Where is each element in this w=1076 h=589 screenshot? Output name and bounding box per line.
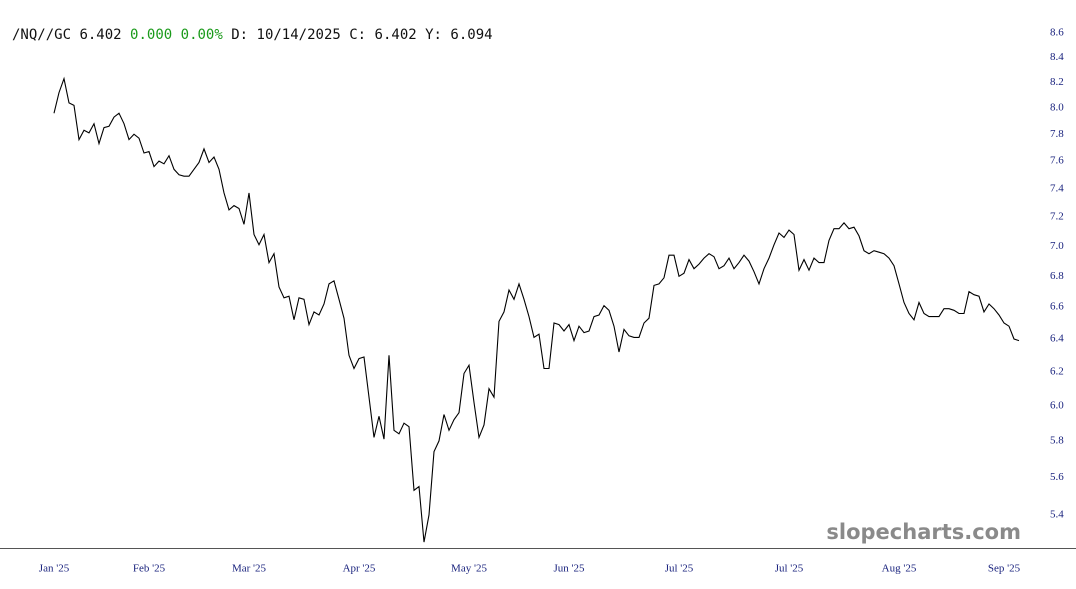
last-price: 6.402 [79,27,121,43]
y-tick-label: 6.4 [1050,333,1064,345]
symbol: /NQ//GC [12,27,71,43]
x-tick-label: May '25 [451,563,487,575]
change-pct: 0.00% [181,27,224,43]
y-tick-label: 5.8 [1050,434,1064,446]
x-tick-label: Jan '25 [39,563,70,575]
y-tick-label: 6.2 [1050,365,1064,377]
x-tick-label: Jun '25 [553,563,585,575]
y-tick-label: 8.6 [1050,27,1064,39]
y-tick-label: 7.2 [1050,211,1064,223]
y-tick-label: 7.8 [1050,128,1064,140]
x-tick-label: Jul '25 [665,563,694,575]
x-tick-label: Mar '25 [232,563,267,575]
y-tick-label: 7.6 [1050,155,1064,167]
price-line [53,76,1020,543]
y-tick-label: 5.4 [1050,508,1064,520]
x-tick-label: Sep '25 [988,563,1021,575]
y-tick-label: 7.0 [1050,240,1064,252]
x-tick-label: Feb '25 [133,563,166,575]
y-tick-label: 7.4 [1050,182,1064,194]
change: 0.000 [130,27,172,43]
y-tick-label: 6.0 [1050,399,1064,411]
x-tick-label: Jul '25 [775,563,804,575]
date: D: 10/14/2025 [231,27,341,43]
watermark: slopecharts.com [826,520,1021,544]
yesterday: Y: 6.094 [425,27,492,43]
y-tick-label: 8.4 [1050,51,1064,63]
header: /NQ//GC 6.402 0.000 0.00% D: 10/14/2025 … [12,27,493,43]
x-tick-label: Apr '25 [343,563,376,575]
y-tick-label: 6.8 [1050,270,1064,282]
y-tick-label: 8.0 [1050,102,1064,114]
x-tick-label: Aug '25 [882,563,917,575]
y-tick-label: 8.2 [1050,76,1064,88]
close: C: 6.402 [349,27,416,43]
y-tick-label: 6.6 [1050,301,1064,313]
y-tick-label: 5.6 [1050,471,1064,483]
